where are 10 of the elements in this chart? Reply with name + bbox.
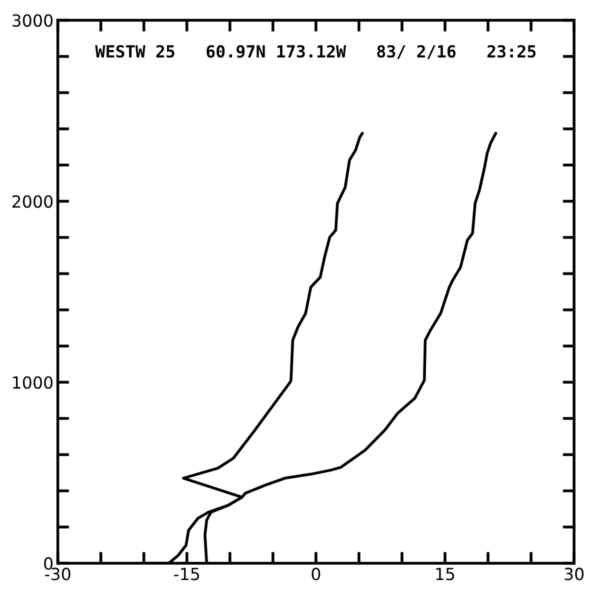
annotation: WESTW 25 60.97N 173.12W 83/ 2/16 23:25	[95, 45, 536, 59]
x-tick-label: 15	[436, 568, 454, 580]
x-tick-label: 30	[564, 568, 584, 580]
x-tick-label: -30	[45, 568, 70, 580]
y-tick-label: 0	[44, 557, 53, 570]
y-tick-label: 2000	[12, 195, 53, 208]
x-tick-label: 0	[312, 568, 320, 580]
x-tick-label: -15	[174, 568, 200, 580]
y-tick-label: 3000	[12, 14, 53, 27]
y-tick-label: 1000	[13, 376, 53, 389]
